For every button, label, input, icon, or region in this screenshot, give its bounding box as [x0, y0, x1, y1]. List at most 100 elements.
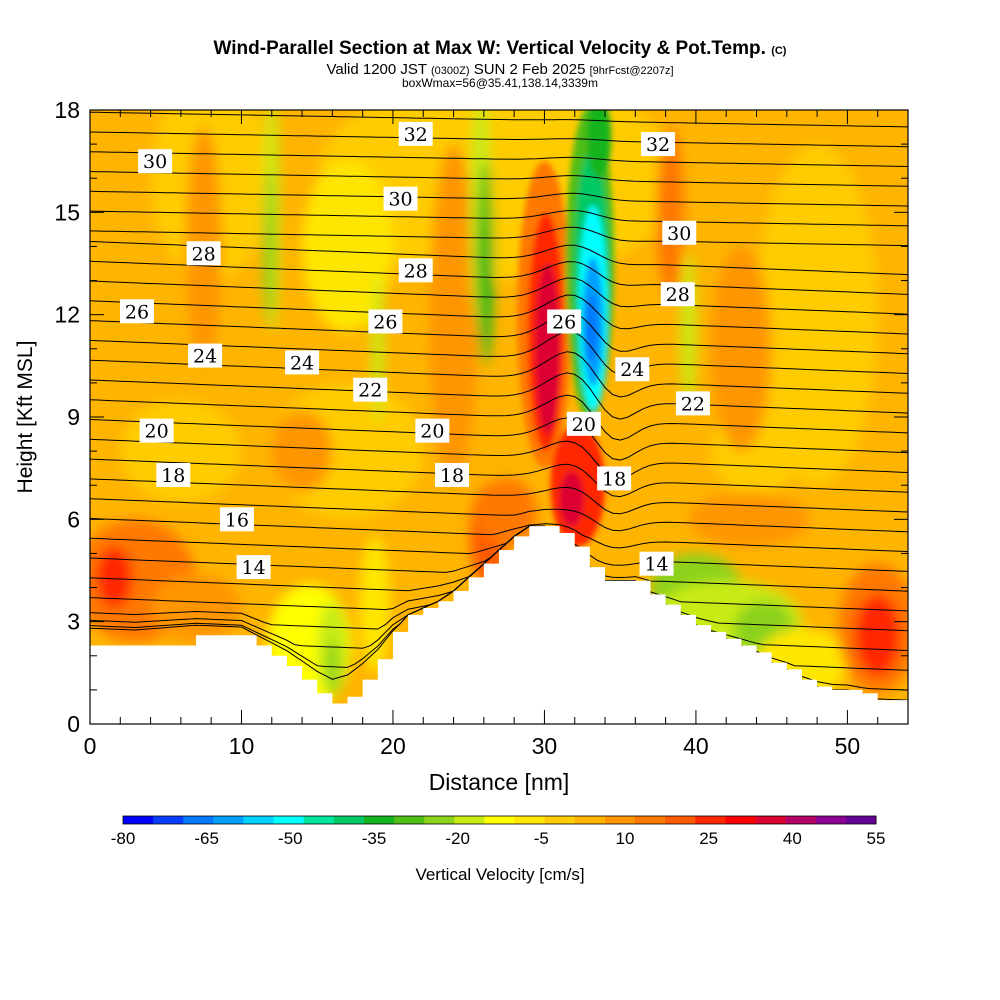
theta-contour-line — [90, 478, 908, 515]
chart-subtitle: Valid 1200 JST (0300Z) SUN 2 Feb 2025 [9… — [326, 61, 674, 78]
colorbar-swatch — [123, 816, 154, 824]
contour-label: 24 — [620, 359, 644, 381]
colorbar-tick-label: -35 — [362, 829, 387, 848]
contour-label: 32 — [646, 134, 670, 156]
velocity-fill-region — [711, 246, 772, 452]
velocity-fill-region — [559, 471, 584, 527]
copyright-mark: (C) — [771, 45, 787, 57]
contour-label-box — [547, 309, 582, 334]
contour-label-box — [398, 258, 433, 283]
contour-label: 30 — [667, 223, 691, 245]
x-tick-label: 40 — [683, 733, 709, 759]
velocity-fill-region — [480, 219, 491, 356]
x-tick-label: 30 — [532, 733, 558, 759]
contour-label: 22 — [358, 380, 382, 402]
contour-label: 30 — [388, 189, 412, 211]
contour-label: 28 — [404, 260, 428, 282]
colorbar-tick-label: -20 — [445, 829, 470, 848]
theta-contour-line — [90, 241, 908, 276]
theta-contour-line — [90, 111, 908, 128]
contour-label-box — [615, 357, 650, 382]
velocity-fill-region — [680, 253, 696, 411]
contour-label-box — [219, 507, 254, 532]
colorbar-swatch — [484, 816, 516, 824]
contour-label: 20 — [572, 414, 596, 436]
contour-label: 18 — [440, 465, 464, 487]
chart-title: Wind-Parallel Section at Max W: Vertical… — [213, 38, 787, 59]
theta-contour-line — [90, 190, 908, 207]
contour-label-box — [662, 220, 697, 245]
colorbar-tick-label: 10 — [616, 829, 635, 848]
contour-label-box — [156, 462, 191, 487]
y-tick-label: 18 — [54, 97, 80, 123]
theta-contour-line — [90, 226, 908, 247]
velocity-fill-region — [359, 536, 390, 673]
contour-label-box — [566, 411, 601, 436]
colorbar-swatch — [303, 816, 335, 824]
theta-contour-line — [90, 92, 908, 107]
contour-label-box — [368, 309, 403, 334]
colorbar-label: Vertical Velocity [cm/s] — [415, 865, 584, 884]
contour-label: 30 — [143, 151, 167, 173]
contour-label: 24 — [193, 346, 217, 368]
contour-label: 18 — [602, 468, 626, 490]
colorbar-swatch — [333, 816, 365, 824]
velocity-fill-region — [271, 410, 333, 493]
theta-contour-line — [90, 438, 908, 480]
contour-label-box — [188, 343, 223, 368]
colorbar-tick-label: -80 — [111, 829, 136, 848]
colorbar-swatch — [424, 816, 455, 824]
y-tick-label: 6 — [67, 506, 80, 532]
y-tick-label: 15 — [54, 199, 80, 225]
theta-contour-line — [90, 458, 908, 498]
contour-label: 14 — [644, 554, 668, 576]
theta-contour-line — [90, 498, 908, 533]
colorbar-swatch — [544, 816, 576, 824]
theta-contour-line — [90, 525, 908, 572]
contour-label: 26 — [373, 311, 397, 333]
colorbar-swatch — [665, 816, 696, 824]
colorbar-swatch — [574, 816, 606, 824]
colorbar-swatch — [514, 816, 546, 824]
theta-contour-line — [90, 331, 908, 375]
y-axis-label: Height [Kft MSL] — [14, 341, 37, 494]
theta-contour-line — [90, 73, 908, 88]
theta-contour-line — [90, 294, 908, 335]
contour-label-box — [641, 132, 676, 157]
colorbar-swatch — [815, 816, 847, 824]
contour-label: 28 — [192, 243, 216, 265]
colorbar-swatch — [394, 816, 425, 824]
contour-label-box — [597, 466, 632, 491]
contour-label-box — [353, 377, 388, 402]
contour-label-box — [285, 350, 320, 375]
contour-label-box — [675, 391, 710, 416]
velocity-fill-region — [756, 144, 878, 486]
contour-label-box — [138, 149, 173, 174]
colorbar-tick-label: -50 — [278, 829, 303, 848]
contour-label: 16 — [225, 509, 249, 531]
colorbar-tick-label: -65 — [194, 829, 219, 848]
contour-label-box — [186, 241, 221, 266]
contour-label: 26 — [125, 301, 149, 323]
colorbar-swatch — [213, 816, 244, 824]
velocity-fill-region — [429, 144, 478, 486]
colorbar-swatch — [725, 816, 757, 824]
theta-contour-line — [90, 131, 908, 148]
theta-contour-line — [90, 417, 908, 461]
contour-label: 20 — [420, 421, 444, 443]
contour-label-box — [435, 462, 470, 487]
theta-contour-line — [90, 394, 908, 441]
contour-label-box — [639, 551, 674, 576]
x-tick-label: 20 — [380, 733, 406, 759]
velocity-fill-region — [476, 478, 537, 547]
contour-label: 14 — [242, 557, 266, 579]
theta-contour-line — [90, 351, 908, 398]
y-tick-label: 0 — [67, 711, 80, 737]
velocity-fill-region — [586, 110, 612, 179]
contour-label: 26 — [552, 311, 576, 333]
velocity-fill-region — [263, 171, 275, 322]
colorbar-swatch — [755, 816, 787, 824]
x-tick-label: 50 — [835, 733, 861, 759]
colorbar-swatch — [273, 816, 305, 824]
